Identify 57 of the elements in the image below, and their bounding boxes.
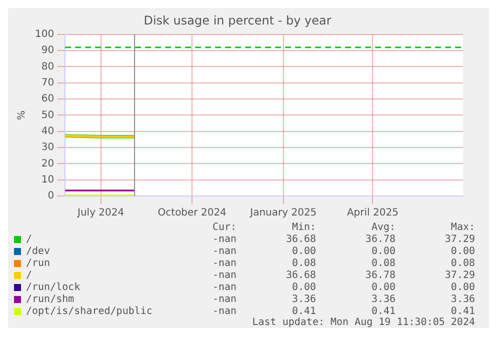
text: 36.78 — [364, 234, 396, 244]
text: 3.36 — [290, 294, 316, 304]
x-tick-label: January 2025 — [249, 208, 317, 219]
y-axis-title: % — [16, 110, 28, 120]
text: 0.08 — [450, 258, 476, 268]
chart-title: Disk usage in percent - by year — [144, 13, 332, 28]
text: Cur: — [211, 222, 237, 233]
text: 36.68 — [284, 270, 316, 280]
y-tick-label: 30 — [41, 142, 54, 154]
text: -nan — [211, 270, 237, 280]
legend-label: / — [26, 270, 32, 280]
text: 0.41 — [370, 306, 396, 316]
y-tick-label: 40 — [41, 126, 54, 137]
legend-label: / — [26, 234, 32, 244]
text: Avg: — [370, 222, 396, 233]
legend-label: /dev — [26, 246, 50, 256]
y-tick-label: 0 — [48, 190, 54, 202]
y-tick-label: 10 — [41, 174, 54, 186]
text: -nan — [211, 258, 237, 268]
text: -nan — [211, 246, 237, 256]
text: 0.00 — [450, 282, 476, 292]
text: 0.00 — [290, 246, 316, 256]
text: 0.00 — [370, 282, 396, 292]
text: -nan — [211, 306, 237, 316]
text: 0.00 — [450, 246, 476, 256]
text: 3.36 — [370, 294, 396, 304]
x-tick-label: April 2025 — [346, 208, 398, 219]
x-tick-label: October 2024 — [158, 208, 226, 219]
legend-label: /opt/is/shared/public — [26, 306, 152, 316]
x-tick-label: July 2024 — [76, 208, 124, 219]
y-tick-label: 20 — [41, 158, 54, 170]
y-tick-label: 80 — [41, 61, 54, 72]
legend-label: /run — [26, 258, 50, 268]
text: Last update: Mon Aug 19 11:30:05 2024 — [251, 317, 475, 328]
text: Max: — [450, 222, 476, 233]
legend-label: /run/lock — [26, 282, 80, 292]
text: -nan — [211, 282, 237, 292]
text: 0.08 — [290, 258, 316, 268]
y-tick-label: 100 — [34, 28, 54, 40]
y-tick-label: 60 — [41, 94, 54, 105]
y-tick-label: 90 — [41, 45, 54, 56]
text: 0.08 — [370, 258, 396, 268]
text: 37.29 — [444, 270, 476, 280]
text: 0.41 — [450, 306, 476, 316]
text: 0.00 — [290, 282, 316, 292]
text: 0.00 — [370, 246, 396, 256]
text: 36.78 — [364, 270, 396, 280]
text: 37.29 — [444, 234, 476, 244]
y-tick-label: 70 — [41, 77, 54, 88]
legend-label: /run/shm — [26, 294, 74, 304]
text: -nan — [211, 294, 237, 304]
text: -nan — [211, 234, 237, 244]
text: 3.36 — [450, 294, 476, 304]
y-tick-label: 50 — [41, 110, 54, 121]
text: 36.68 — [284, 234, 316, 244]
text: 0.41 — [290, 306, 316, 316]
text: Min: — [290, 222, 316, 233]
